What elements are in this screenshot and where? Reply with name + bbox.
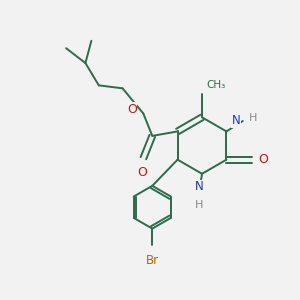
Text: H: H <box>195 200 203 210</box>
Text: H: H <box>249 113 258 123</box>
Text: O: O <box>258 153 268 166</box>
Text: O: O <box>127 103 137 116</box>
Text: O: O <box>137 167 147 179</box>
Text: N: N <box>232 114 241 127</box>
Text: Br: Br <box>146 254 159 267</box>
Text: N: N <box>195 180 203 193</box>
Text: CH₃: CH₃ <box>206 80 226 90</box>
